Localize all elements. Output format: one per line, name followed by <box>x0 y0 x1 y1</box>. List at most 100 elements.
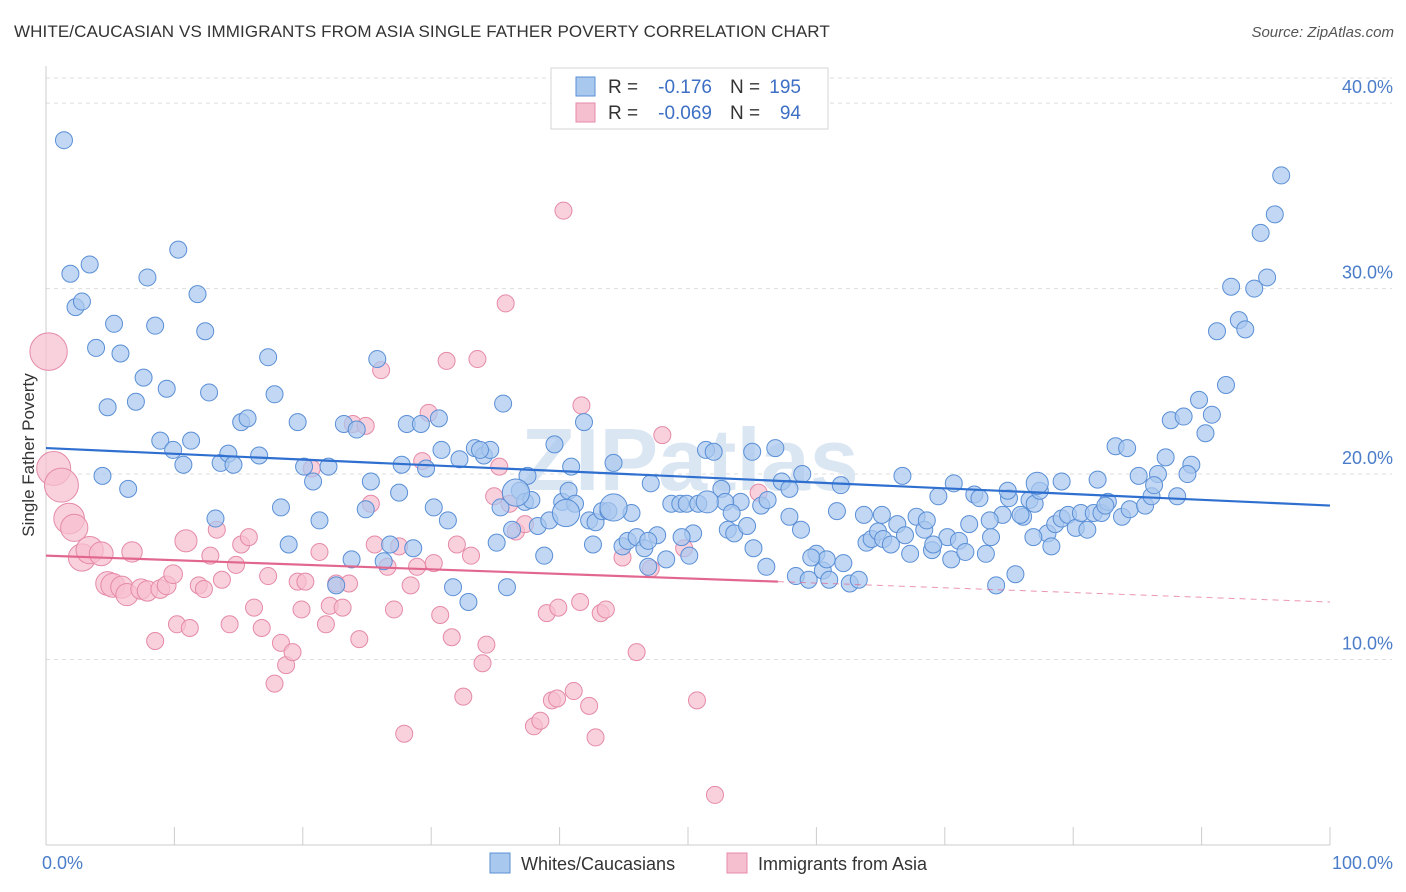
data-point-whites <box>799 570 818 589</box>
data-point-immigrants-asia <box>627 643 646 662</box>
data-point-immigrants-asia <box>490 457 509 476</box>
data-point-immigrants-asia <box>384 600 403 619</box>
data-point-whites <box>374 552 393 571</box>
data-point-whites <box>757 557 776 576</box>
legend-r-value-2: -0.069 <box>658 103 712 124</box>
data-point-whites <box>929 487 948 506</box>
data-point-whites <box>250 446 269 465</box>
data-point-immigrants-asia <box>212 570 231 589</box>
data-point-whites <box>738 516 757 535</box>
data-point-whites <box>1024 528 1043 547</box>
data-point-whites <box>545 435 564 454</box>
data-point-whites <box>424 498 443 517</box>
data-point-whites <box>1258 268 1277 287</box>
data-point-whites <box>1196 424 1215 443</box>
data-point-immigrants-asia <box>180 618 199 637</box>
data-point-immigrants-asia <box>245 598 264 617</box>
data-point-whites <box>1088 470 1107 489</box>
data-point-immigrants-asia <box>365 535 384 554</box>
legend-asia-swatch <box>726 852 748 874</box>
data-point-whites <box>429 409 448 428</box>
data-point-whites <box>1174 407 1193 426</box>
data-point-whites <box>98 398 117 417</box>
data-point-whites <box>1265 205 1284 224</box>
data-point-immigrants-asia <box>43 467 79 503</box>
legend-r-label-1: R = <box>608 77 638 98</box>
data-point-immigrants-asia <box>239 528 258 547</box>
data-point-whites <box>319 457 338 476</box>
data-point-immigrants-asia <box>146 631 165 650</box>
data-point-whites <box>404 539 423 558</box>
data-point-whites <box>164 440 183 459</box>
y-axis-title: Single Father Poverty <box>19 373 38 537</box>
data-point-whites <box>535 546 554 565</box>
data-point-immigrants-asia <box>596 600 615 619</box>
data-point-whites <box>174 455 193 474</box>
data-point-whites <box>54 131 73 150</box>
chart-title: WHITE/CAUCASIAN VS IMMIGRANTS FROM ASIA … <box>14 22 830 41</box>
data-point-immigrants-asia <box>447 535 466 554</box>
data-point-immigrants-asia <box>283 643 302 662</box>
series-whites-caucasians <box>54 131 1291 612</box>
data-point-whites <box>1245 279 1264 298</box>
legend-r-label-2: R = <box>608 103 638 124</box>
data-point-immigrants-asia <box>121 541 143 563</box>
y-tick-label: 40.0% <box>1342 77 1393 97</box>
data-point-immigrants-asia <box>163 564 183 585</box>
data-point-whites <box>1272 166 1291 185</box>
data-point-whites <box>854 505 873 524</box>
data-point-immigrants-asia <box>395 724 414 743</box>
series-legend: Whites/Caucasians Immigrants from Asia <box>489 852 928 874</box>
data-point-whites <box>138 268 157 287</box>
axes: 0.0% 100.0% <box>42 66 1393 873</box>
data-point-immigrants-asia <box>201 546 220 565</box>
data-point-whites <box>641 474 660 493</box>
data-point-whites <box>206 509 225 528</box>
data-point-whites <box>1178 465 1197 484</box>
data-point-immigrants-asia <box>454 687 473 706</box>
data-point-whites <box>459 593 478 612</box>
data-point-immigrants-asia <box>554 201 573 220</box>
data-point-whites <box>1011 505 1030 524</box>
data-point-whites <box>1202 405 1221 424</box>
data-point-immigrants-asia <box>468 350 487 369</box>
data-point-whites <box>497 578 516 597</box>
data-point-whites <box>134 368 153 387</box>
data-point-whites <box>1120 500 1139 519</box>
data-point-immigrants-asia <box>572 396 591 415</box>
data-point-whites <box>802 548 821 567</box>
data-point-whites <box>1251 223 1270 242</box>
data-point-whites <box>432 440 451 459</box>
data-point-whites <box>831 476 850 495</box>
data-point-whites <box>1006 565 1025 584</box>
data-point-whites <box>942 550 961 569</box>
data-point-whites <box>1145 476 1164 495</box>
data-point-immigrants-asia <box>549 598 568 617</box>
data-point-immigrants-asia <box>408 557 427 576</box>
data-point-whites <box>743 442 762 461</box>
data-point-immigrants-asia <box>401 576 420 595</box>
data-point-immigrants-asia <box>531 711 550 730</box>
data-point-whites <box>1129 466 1148 485</box>
legend-r-value-1: -0.176 <box>658 77 712 98</box>
data-point-whites <box>780 479 799 498</box>
data-point-immigrants-asia <box>194 580 213 599</box>
data-point-whites <box>982 528 1001 547</box>
data-point-immigrants-asia <box>296 572 315 591</box>
legend-n-label-2: N = <box>730 103 760 124</box>
data-point-whites <box>279 535 298 554</box>
data-point-whites <box>956 542 975 561</box>
data-point-whites <box>61 264 80 283</box>
data-point-whites <box>347 420 366 439</box>
data-point-whites <box>146 316 165 335</box>
data-point-whites <box>881 535 900 554</box>
data-point-immigrants-asia <box>60 513 89 542</box>
legend-pink-swatch <box>575 102 596 123</box>
data-point-whites <box>695 490 719 514</box>
data-point-whites <box>111 344 130 363</box>
data-point-whites <box>583 535 602 554</box>
data-point-whites <box>417 459 436 478</box>
data-point-whites <box>491 498 510 517</box>
data-point-whites <box>680 546 699 565</box>
data-point-immigrants-asia <box>227 555 246 574</box>
